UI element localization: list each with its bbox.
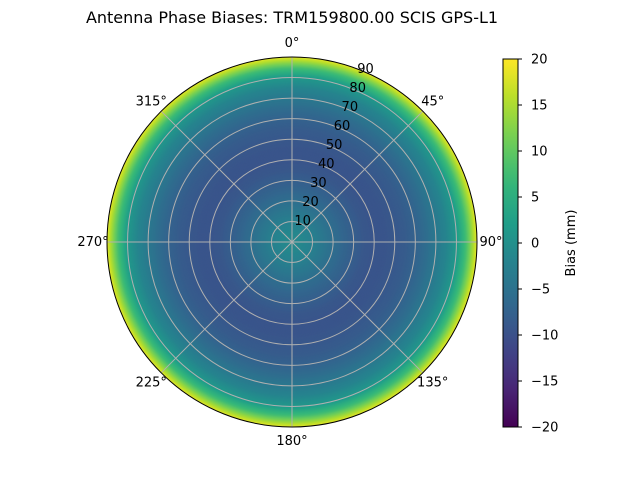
colorbar-tick-label: 5 <box>531 191 539 206</box>
radial-tick-label: 40 <box>318 157 335 172</box>
radial-tick-label: 80 <box>349 81 366 96</box>
radial-tick-label: 30 <box>310 176 327 191</box>
azimuth-tick-label: 90° <box>479 235 502 250</box>
azimuth-tick-label: 315° <box>136 94 167 109</box>
polar-frame <box>106 56 478 428</box>
colorbar-tick-label: 0 <box>531 237 539 252</box>
colorbar-tick-label: −20 <box>531 421 558 436</box>
azimuth-tick-label: 180° <box>276 434 307 449</box>
chart-title: Antenna Phase Biases: TRM159800.00 SCIS … <box>86 8 498 27</box>
azimuth-gridline <box>291 110 424 243</box>
radial-tick-label: 60 <box>334 119 351 134</box>
azimuth-gridline <box>160 241 293 374</box>
radial-tick-label: 50 <box>326 138 343 153</box>
radial-tick-label: 20 <box>302 195 319 210</box>
azimuth-gridline <box>291 241 424 374</box>
colorbar: 20 15 10 5 0 −5 −10 −15 −20 <box>502 53 558 436</box>
azimuth-tick-label: 225° <box>136 376 167 391</box>
azimuth-gridline <box>160 110 293 243</box>
colorbar-label: Bias (mm) <box>564 210 579 277</box>
radial-tick-label: 10 <box>294 214 311 229</box>
azimuth-tick-labels: 0° 45° 90° 135° 180° 225° 270° 315° <box>77 36 502 449</box>
colorbar-tick-label: −15 <box>531 375 558 390</box>
azimuth-tick-label: 135° <box>417 376 448 391</box>
colorbar-tick-label: −5 <box>531 283 550 298</box>
colorbar-tick-label: 10 <box>531 145 548 160</box>
azimuth-tick-label: 45° <box>421 94 444 109</box>
radial-tick-label: 90 <box>357 62 374 77</box>
colorbar-tick-label: −10 <box>531 329 558 344</box>
azimuth-tick-label: 270° <box>77 235 108 250</box>
colorbar-tick-label: 15 <box>531 99 548 114</box>
polar-grid <box>107 57 477 427</box>
azimuth-tick-label: 0° <box>285 36 300 51</box>
colorbar-gradient <box>502 58 519 428</box>
colorbar-tick-label: 20 <box>531 53 548 68</box>
radial-tick-label: 70 <box>342 100 359 115</box>
radial-tick-labels: 10 20 30 40 50 60 70 80 90 <box>294 62 373 229</box>
